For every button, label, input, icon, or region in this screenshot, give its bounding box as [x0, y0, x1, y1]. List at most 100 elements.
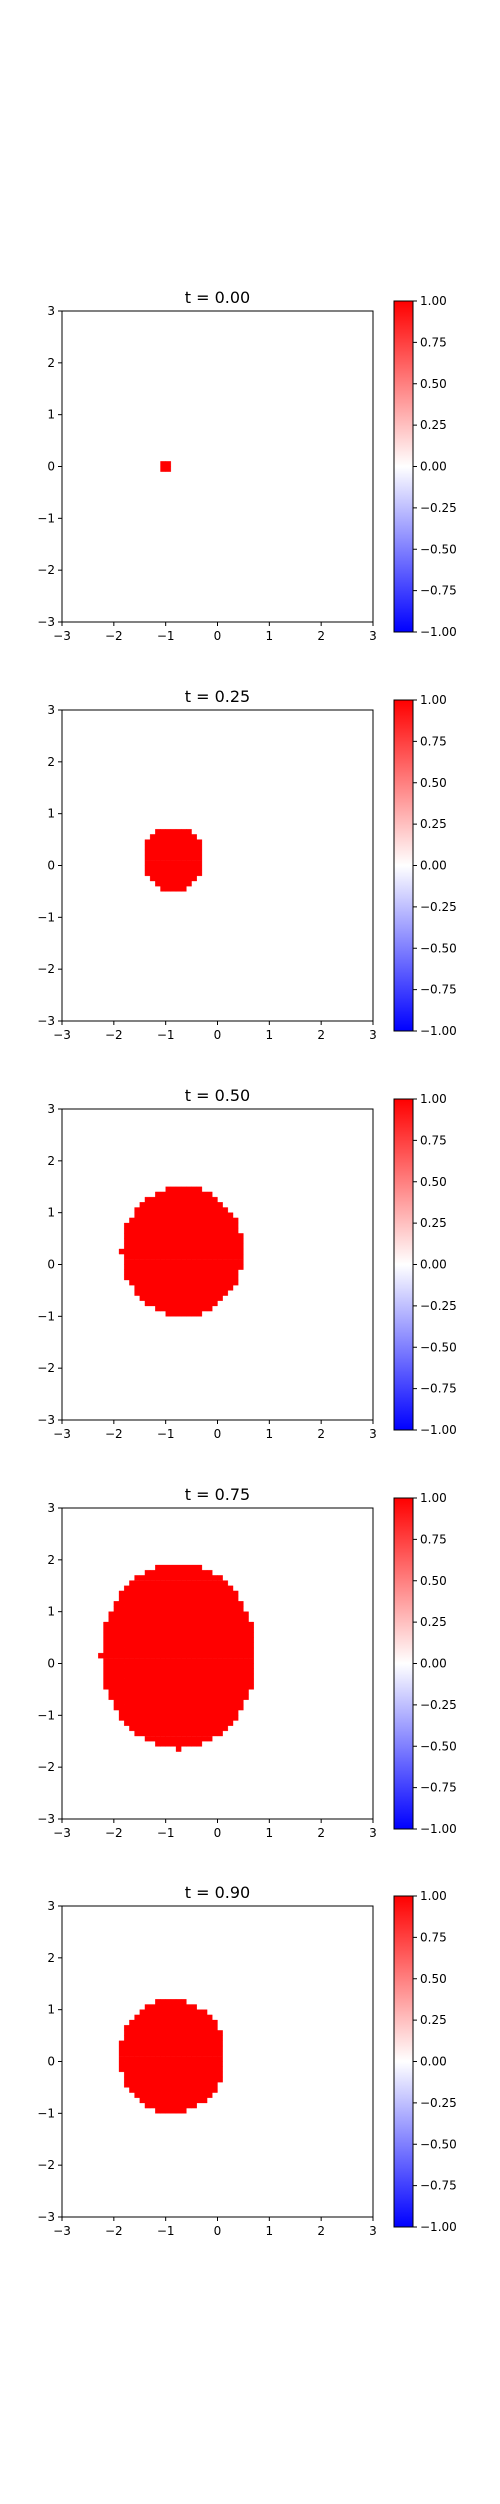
colorbar-tick-label: −0.25: [420, 1299, 457, 1313]
x-tick-label: −3: [53, 1427, 71, 1441]
y-tick-label: 2: [47, 356, 55, 370]
x-tick-label: 2: [317, 1826, 325, 1840]
colorbar-tick-label: 0.75: [420, 335, 447, 349]
colorbar: [393, 1497, 414, 1830]
colorbar-tick-label: 0.00: [420, 859, 447, 873]
y-tick-label: 3: [47, 1102, 55, 1116]
y-tick-label: −1: [37, 910, 55, 924]
x-tick-label: −1: [157, 1028, 175, 1042]
colorbar-tick-label: −1.00: [420, 1024, 457, 1038]
colorbar-tick-label: 0.50: [420, 1574, 447, 1588]
colorbar-tick-label: 1.00: [420, 693, 447, 707]
colorbar-tick-label: 1.00: [420, 1092, 447, 1106]
colorbar-tick-label: 0.25: [420, 1216, 447, 1230]
colorbar-tick-label: −1.00: [420, 1822, 457, 1836]
field-blob: [144, 829, 203, 892]
x-tick-label: 3: [369, 1826, 377, 1840]
y-tick-label: 0: [47, 2055, 55, 2069]
colorbar-tick-label: −0.25: [420, 501, 457, 515]
x-tick-label: 0: [214, 1826, 222, 1840]
y-tick-label: −3: [37, 1014, 55, 1028]
y-tick-label: −3: [37, 615, 55, 629]
field-blob: [118, 1999, 223, 2114]
x-tick-label: 0: [214, 1028, 222, 1042]
axes-frame: [61, 310, 374, 623]
colorbar-tick-label: 1.00: [420, 1491, 447, 1505]
colorbar-tick-label: 0.00: [420, 1258, 447, 1272]
colorbar-tick-label: 0.50: [420, 1175, 447, 1189]
x-tick-label: 3: [369, 1028, 377, 1042]
x-tick-label: 1: [266, 2224, 274, 2238]
y-tick-label: 2: [47, 1951, 55, 1965]
colorbar-tick-label: −1.00: [420, 625, 457, 639]
x-tick-label: −3: [53, 629, 71, 643]
y-tick-label: 1: [47, 1206, 55, 1220]
colorbar-tick-label: 0.75: [420, 1133, 447, 1147]
y-tick-label: 0: [47, 1258, 55, 1272]
y-tick-label: 2: [47, 755, 55, 769]
y-tick-label: 3: [47, 1899, 55, 1913]
colorbar-tick-label: −0.50: [420, 542, 457, 556]
colorbar-tick-label: 1.00: [420, 294, 447, 308]
colorbar-tick-label: 0.25: [420, 2013, 447, 2027]
panel-1: t = 0.00 −3 −2 −1 0 1 2 3 3 2 1 0 −1 −2 −3 1.00 0.75 0.50…: [37, 288, 456, 643]
y-tick-label: −2: [37, 563, 55, 577]
colorbar-tick-label: −0.75: [420, 983, 457, 997]
y-tick-label: −2: [37, 1361, 55, 1375]
y-tick-label: −3: [37, 1812, 55, 1826]
x-tick-label: 0: [214, 629, 222, 643]
field-blob: [118, 1186, 244, 1317]
colorbar: [393, 699, 414, 1032]
y-tick-label: 1: [47, 807, 55, 821]
y-tick-label: −3: [37, 2210, 55, 2224]
x-tick-label: 1: [266, 629, 274, 643]
colorbar-tick-label: 0.50: [420, 776, 447, 790]
y-tick-label: 0: [47, 460, 55, 474]
x-tick-label: −2: [105, 1028, 123, 1042]
x-tick-label: 2: [317, 1427, 325, 1441]
colorbar-tick-label: 0.50: [420, 377, 447, 391]
y-tick-label: 3: [47, 1501, 55, 1515]
y-tick-label: −1: [37, 1309, 55, 1323]
colorbar-tick-label: −0.50: [420, 1340, 457, 1354]
panel-5: t = 0.90 −3 −2 −1 0 1 2 3 3 2 1 0 −1 −2 −3 1.00 0.75 0.50…: [37, 1883, 456, 2238]
x-tick-label: −1: [157, 1427, 175, 1441]
colorbar-tick-label: −0.25: [420, 2096, 457, 2110]
colorbar-tick-label: −0.75: [420, 2179, 457, 2193]
x-tick-label: 3: [369, 1427, 377, 1441]
x-tick-label: 3: [369, 2224, 377, 2238]
colorbar-tick-label: −0.50: [420, 1739, 457, 1753]
y-tick-label: −1: [37, 1708, 55, 1722]
x-tick-label: 3: [369, 629, 377, 643]
colorbar-tick-label: −0.75: [420, 584, 457, 598]
colorbar-tick-label: 0.75: [420, 734, 447, 748]
field-blob: [98, 1564, 254, 1752]
x-tick-label: 2: [317, 629, 325, 643]
x-tick-label: −1: [157, 2224, 175, 2238]
colorbar: [393, 300, 414, 633]
colorbar-tick-label: 0.00: [420, 460, 447, 474]
y-tick-label: 2: [47, 1154, 55, 1168]
x-tick-label: 1: [266, 1427, 274, 1441]
y-tick-label: 0: [47, 1657, 55, 1671]
colorbar-tick-label: 1.00: [420, 1889, 447, 1903]
x-tick-label: 2: [317, 1028, 325, 1042]
colorbar-tick-label: 0.25: [420, 418, 447, 432]
panel-title: t = 0.90: [185, 1883, 250, 1902]
y-tick-label: −1: [37, 511, 55, 525]
x-tick-label: −3: [53, 1826, 71, 1840]
colorbar-tick-label: −0.25: [420, 1698, 457, 1712]
colorbar-tick-label: 0.75: [420, 1532, 447, 1546]
x-tick-label: −3: [53, 2224, 71, 2238]
y-tick-label: 3: [47, 304, 55, 318]
y-tick-label: 3: [47, 703, 55, 717]
x-tick-label: −2: [105, 1826, 123, 1840]
x-tick-label: 1: [266, 1826, 274, 1840]
x-tick-label: −2: [105, 2224, 123, 2238]
colorbar-tick-label: −0.50: [420, 941, 457, 955]
colorbar-tick-label: −1.00: [420, 1423, 457, 1437]
colorbar-tick-label: 0.25: [420, 1615, 447, 1629]
x-tick-label: 0: [214, 2224, 222, 2238]
